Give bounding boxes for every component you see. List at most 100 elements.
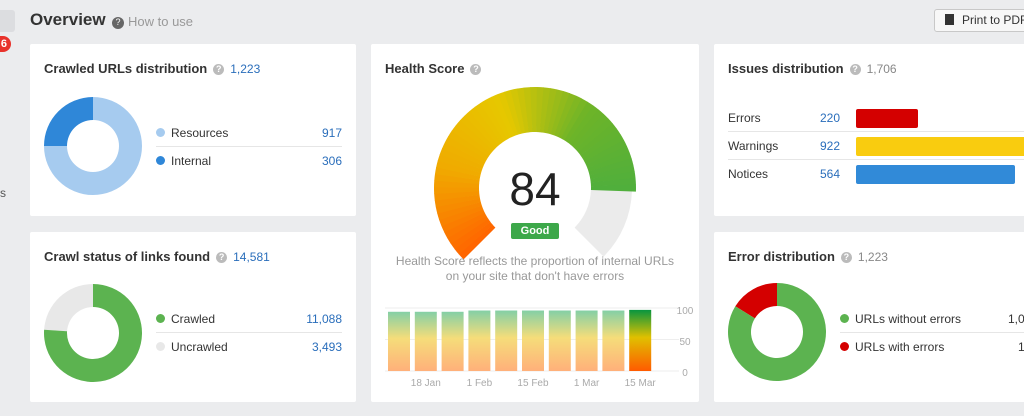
legend-value[interactable]: 3,493	[311, 340, 342, 354]
issues-distribution-card: Issues distribution? 1,706 Errors 220 Warni…	[714, 44, 1024, 216]
legend: Crawled 11,088 Uncrawled 3,493	[156, 305, 342, 361]
gauge-segment	[454, 221, 493, 255]
total-count: 1,706	[866, 62, 897, 76]
gauge-segment	[517, 87, 529, 133]
history-bar[interactable]	[468, 310, 491, 371]
gauge-segment	[485, 96, 512, 140]
help-icon[interactable]: ?	[470, 64, 482, 75]
gauge-segment	[557, 95, 583, 139]
gauge-segment	[550, 91, 570, 136]
sidebar-item[interactable]	[0, 10, 15, 32]
issue-row-errors[interactable]: Errors 220	[728, 104, 1024, 132]
legend-item-urls-with-errors[interactable]: URLs with errors198	[840, 333, 1024, 361]
legend-item-internal[interactable]: Internal 306	[156, 147, 342, 175]
issue-count[interactable]: 922	[820, 139, 841, 153]
issue-label: Notices	[728, 167, 769, 181]
health-score-card: Health Score? 84 Good Health Score refle…	[371, 44, 699, 402]
legend-value[interactable]: 11,088	[306, 312, 342, 326]
legend-dot	[156, 314, 165, 323]
gauge-segment	[444, 136, 487, 163]
y-tick-label: 50	[679, 337, 691, 348]
gauge-segment	[444, 212, 487, 239]
health-history-chart: 18 Jan 1 Feb 15 Feb 1 Mar 15 Mar 100 50 0	[385, 306, 694, 389]
legend-value[interactable]: 306	[321, 154, 342, 168]
total-count[interactable]: 1,223	[230, 62, 261, 76]
issue-row-notices[interactable]: Notices 564	[728, 160, 1024, 188]
donut-slice-crawled[interactable]	[44, 284, 142, 382]
gauge-segment	[442, 141, 486, 167]
history-bar[interactable]	[495, 310, 518, 371]
gauge-segment	[539, 87, 551, 133]
health-description: Health Score reflects the proportion of …	[395, 254, 675, 283]
gauge-segment	[523, 87, 533, 133]
issue-bar	[856, 109, 919, 128]
legend-item-uncrawled[interactable]: Uncrawled 3,493	[156, 333, 342, 361]
gauge-segment	[560, 98, 588, 141]
donut-slice-internal[interactable]	[44, 97, 94, 147]
issue-label: Errors	[728, 111, 761, 125]
history-bar[interactable]	[602, 310, 625, 371]
legend: Resources 917 Internal 306	[156, 119, 342, 175]
issue-label: Warnings	[728, 139, 779, 153]
help-icon[interactable]: ?	[849, 64, 861, 75]
history-bar[interactable]	[629, 309, 652, 371]
y-tick-label: 100	[677, 306, 694, 317]
legend-value[interactable]: 917	[321, 126, 342, 140]
gauge-segment	[589, 164, 635, 179]
donut-slice-urls-with-errors[interactable]	[735, 283, 778, 319]
history-bar[interactable]	[575, 310, 598, 371]
gauge-segment	[590, 177, 636, 187]
health-gauge	[434, 87, 636, 260]
print-to-pdf-button[interactable]: Print to PDF	[934, 9, 1024, 32]
history-bar[interactable]	[414, 311, 437, 371]
how-to-use-link[interactable]: ? How to use	[112, 14, 193, 29]
gauge-segment	[441, 209, 485, 233]
legend-item-crawled[interactable]: Crawled 11,088	[156, 305, 342, 333]
gauge-segment	[434, 191, 480, 201]
issues-list: Errors 220 Warnings 922 Notices 564	[728, 104, 1024, 188]
gauge-segment	[588, 158, 634, 176]
gauge-segment	[491, 93, 515, 138]
help-icon[interactable]: ?	[213, 64, 225, 75]
donut-slice-resources[interactable]	[44, 97, 142, 195]
history-bar[interactable]	[522, 310, 544, 371]
gauge-segment	[590, 184, 636, 192]
issue-row-warnings[interactable]: Warnings 922	[728, 132, 1024, 160]
history-bar[interactable]	[548, 310, 571, 371]
gauge-segment	[435, 198, 481, 214]
gauge-segment	[434, 167, 481, 181]
donut-slice-urls-without-errors[interactable]	[728, 283, 826, 381]
gauge-remaining	[574, 189, 632, 257]
gauge-segment	[439, 148, 484, 170]
gauge-segment	[570, 109, 604, 148]
issue-count[interactable]: 564	[820, 167, 841, 181]
gauge-segment	[578, 123, 618, 156]
gauge-segment	[469, 106, 502, 146]
donut-slice-uncrawled[interactable]	[44, 284, 94, 332]
gauge-segment	[585, 145, 630, 169]
gauge-segment	[575, 118, 613, 153]
card-title: Crawl status of links found	[44, 249, 211, 264]
card-title: Issues distribution	[728, 61, 844, 76]
help-icon: ?	[112, 17, 124, 29]
gauge-segment	[437, 201, 482, 221]
gauge-segment	[572, 113, 609, 150]
notification-badge: 6	[0, 36, 11, 52]
legend-value: 1,025	[1007, 312, 1024, 326]
history-bar[interactable]	[388, 311, 410, 371]
legend-dot	[840, 314, 849, 323]
history-bar[interactable]	[441, 311, 464, 371]
gauge-segment	[582, 134, 625, 162]
legend-item-resources[interactable]: Resources 917	[156, 119, 342, 147]
gauge-segment	[547, 89, 564, 135]
gauge-segment	[436, 160, 482, 177]
help-icon[interactable]: ?	[216, 252, 228, 263]
error-distribution-donut	[728, 283, 826, 381]
gauge-segment	[434, 180, 480, 188]
issue-count[interactable]: 220	[820, 111, 841, 125]
gauge-segment	[450, 218, 491, 250]
legend-dot	[840, 342, 849, 351]
total-count[interactable]: 14,581	[233, 250, 270, 264]
help-icon[interactable]: ?	[840, 252, 852, 263]
